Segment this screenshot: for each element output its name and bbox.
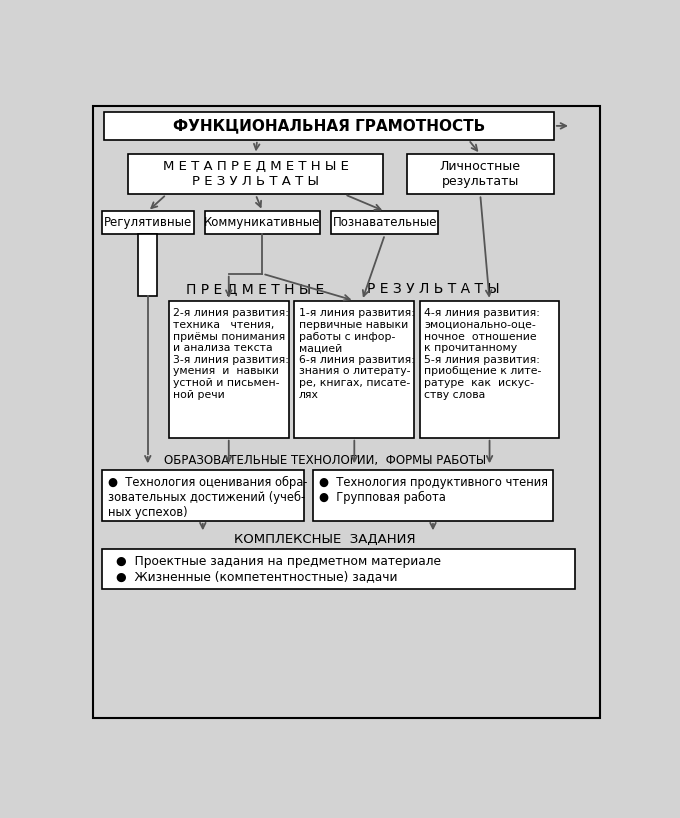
FancyBboxPatch shape	[313, 470, 553, 521]
Text: М Е Т А П Р Е Д М Е Т Н Ы Е
Р Е З У Л Ь Т А Т Ы: М Е Т А П Р Е Д М Е Т Н Ы Е Р Е З У Л Ь …	[163, 160, 348, 188]
FancyBboxPatch shape	[102, 211, 194, 235]
Text: 1-я линия развития:
первичные навыки
работы с инфор-
мацией
6-я линия развития:
: 1-я линия развития: первичные навыки раб…	[299, 308, 415, 399]
Text: Коммуникативные: Коммуникативные	[204, 217, 321, 229]
FancyBboxPatch shape	[331, 211, 439, 235]
Text: Регулятивные: Регулятивные	[103, 217, 192, 229]
FancyBboxPatch shape	[92, 106, 600, 718]
Text: Р Е З У Л Ь Т А Т Ы: Р Е З У Л Ь Т А Т Ы	[367, 282, 500, 296]
Text: Познавательные: Познавательные	[333, 217, 437, 229]
Text: ●  Проектные задания на предметном материале
●  Жизненные (компетентностные) зад: ● Проектные задания на предметном матери…	[116, 555, 441, 583]
FancyBboxPatch shape	[407, 155, 554, 195]
FancyBboxPatch shape	[139, 235, 157, 296]
FancyBboxPatch shape	[102, 470, 303, 521]
FancyBboxPatch shape	[128, 155, 384, 195]
Text: 2-я линия развития:
техника   чтения,
приёмы понимания
и анализа текста
3-я лини: 2-я линия развития: техника чтения, приё…	[173, 308, 289, 399]
Text: ●  Технология продуктивного чтения
●  Групповая работа: ● Технология продуктивного чтения ● Груп…	[319, 476, 548, 505]
FancyBboxPatch shape	[102, 550, 575, 590]
FancyBboxPatch shape	[104, 112, 554, 140]
Text: ●  Технология оценивания обра-
зовательных достижений (учеб-
ных успехов): ● Технология оценивания обра- зовательны…	[108, 476, 308, 519]
Text: ОБРАЗОВАТЕЛЬНЫЕ ТЕХНОЛОГИИ,  ФОРМЫ РАБОТЫ: ОБРАЗОВАТЕЛЬНЫЕ ТЕХНОЛОГИИ, ФОРМЫ РАБОТЫ	[164, 453, 486, 466]
Text: ФУНКЦИОНАЛЬНАЯ ГРАМОТНОСТЬ: ФУНКЦИОНАЛЬНАЯ ГРАМОТНОСТЬ	[173, 119, 486, 133]
Text: П Р Е Д М Е Т Н Ы Е: П Р Е Д М Е Т Н Ы Е	[186, 282, 324, 296]
Text: 4-я линия развития:
эмоционально-оце-
ночное  отношение
к прочитанному
5-я линия: 4-я линия развития: эмоционально-оце- но…	[424, 308, 542, 399]
Text: КОМПЛЕКСНЫЕ  ЗАДАНИЯ: КОМПЛЕКСНЫЕ ЗАДАНИЯ	[235, 533, 416, 546]
FancyBboxPatch shape	[420, 301, 559, 438]
FancyBboxPatch shape	[169, 301, 289, 438]
FancyBboxPatch shape	[205, 211, 320, 235]
FancyBboxPatch shape	[294, 301, 414, 438]
Text: Личностные
результаты: Личностные результаты	[440, 160, 521, 188]
